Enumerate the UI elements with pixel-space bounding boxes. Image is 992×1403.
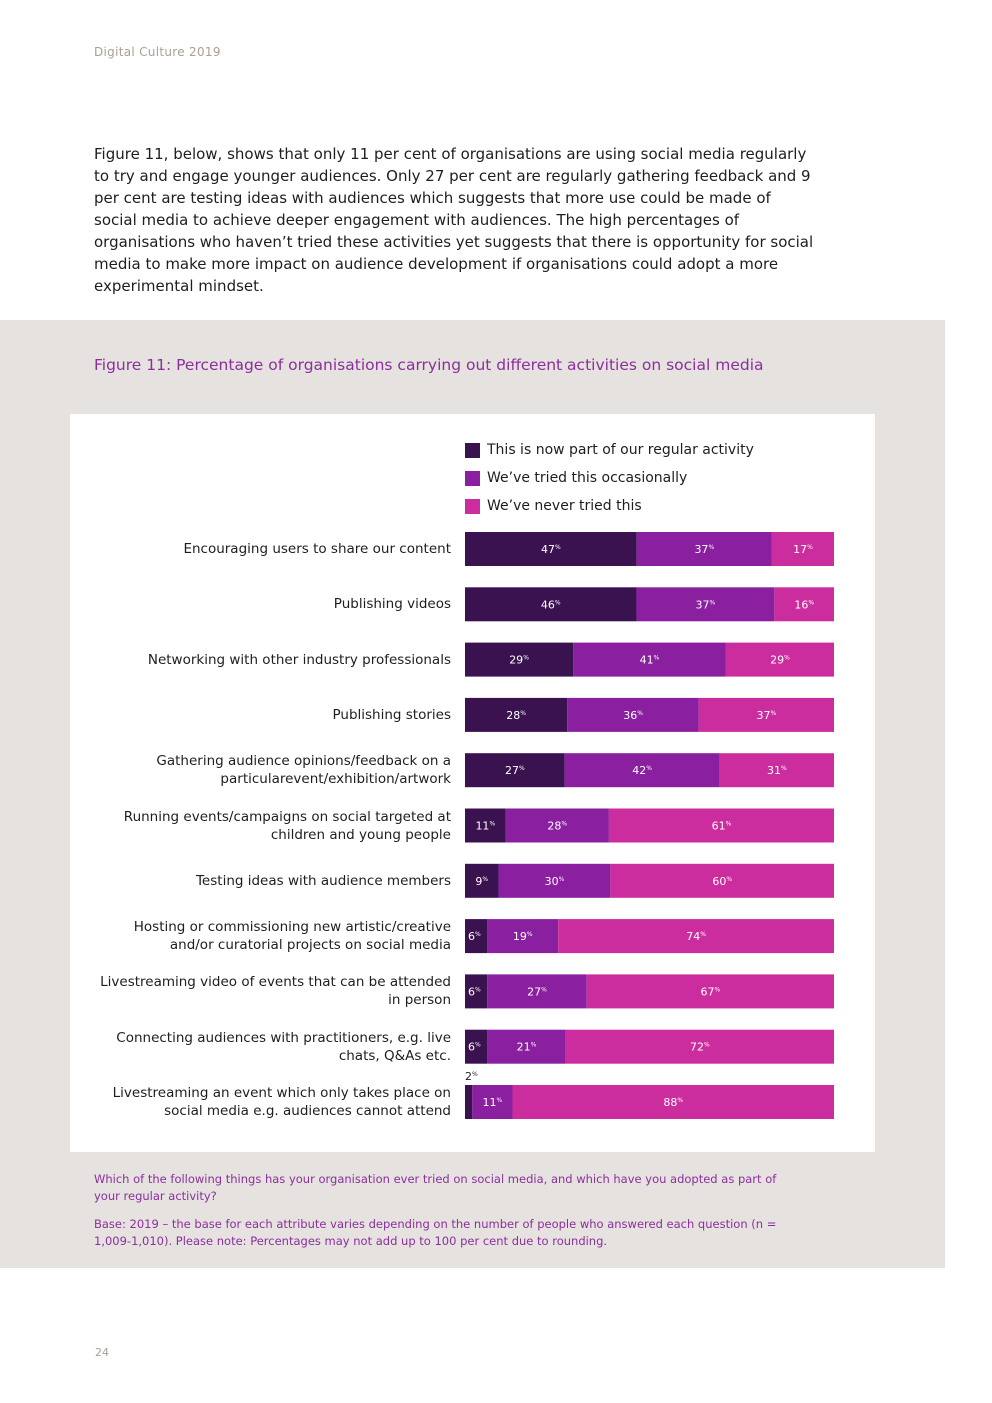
legend-label: We’ve never tried this <box>487 498 642 514</box>
data-label: 28% <box>506 709 526 722</box>
data-label: 6% <box>468 1041 481 1054</box>
bar-segment <box>465 1029 488 1064</box>
bar-segment <box>487 974 587 1009</box>
bar-segment <box>771 532 834 566</box>
category-label: Running events/campaigns on social targe… <box>123 808 451 843</box>
category-label: Gathering audience opinions/feedback on … <box>156 753 451 788</box>
bar-segment <box>465 532 637 566</box>
data-label: 46% <box>541 598 561 611</box>
legend-item: This is now part of our regular activity <box>465 436 754 464</box>
base-note: Base: 2019 – the base for each attribute… <box>94 1217 777 1248</box>
survey-question-note: Which of the following things has your o… <box>94 1172 777 1203</box>
data-label: 17% <box>793 543 813 556</box>
data-label: 29% <box>509 654 529 667</box>
bar-segment <box>725 642 834 677</box>
chart-card: This is now part of our regular activity… <box>70 414 875 1152</box>
bar-segment <box>465 808 506 843</box>
data-label: 67% <box>701 985 721 998</box>
data-label: 31% <box>767 764 787 777</box>
bar-segment <box>465 863 499 898</box>
data-label: 27% <box>505 764 525 777</box>
data-label: 6% <box>468 985 481 998</box>
data-label: 27% <box>527 985 547 998</box>
bar-segment <box>573 642 726 677</box>
data-label: 41% <box>640 654 660 667</box>
legend-swatch <box>465 470 480 486</box>
data-label: 19% <box>513 930 533 943</box>
bar-segment <box>465 753 565 788</box>
data-label: 72% <box>690 1041 710 1054</box>
category-label: Encouraging users to share our content <box>183 541 451 557</box>
chart-legend: This is now part of our regular activity… <box>465 436 754 520</box>
bar-segment <box>610 863 834 898</box>
stacked-bar-chart: 47% 37% 17% 46% 37% 16% 29% 41% 29% 28% 36% 37% 27% 4… <box>465 532 834 1119</box>
data-label: 36% <box>623 709 643 722</box>
bar-segment <box>608 808 834 843</box>
category-label: Publishing videos <box>333 596 451 613</box>
legend-label: We’ve tried this occasionally <box>487 470 688 486</box>
intro-paragraph: Figure 11, below, shows that only 11 per… <box>94 145 814 295</box>
bar-segment <box>636 532 772 566</box>
page-number: 24 <box>95 1346 109 1359</box>
data-label: 42% <box>632 764 652 777</box>
figure-title: Figure 11: Percentage of organisations c… <box>94 356 764 374</box>
data-label: 47% <box>541 543 561 556</box>
data-label: 37% <box>757 709 777 722</box>
legend-label: This is now part of our regular activity <box>487 442 754 458</box>
data-label: 28% <box>547 820 567 833</box>
data-label: 30% <box>545 875 565 888</box>
category-label: Networking with other industry professio… <box>147 651 451 668</box>
bar-segment <box>774 587 834 622</box>
data-label: 74% <box>686 930 706 943</box>
bar-segment <box>465 587 637 622</box>
category-label: Livestreaming an event which only takes … <box>112 1085 451 1119</box>
data-label: 37% <box>696 598 716 611</box>
bar-segment <box>465 974 488 1009</box>
bar-segment <box>465 1085 473 1119</box>
bar-segment <box>719 753 834 788</box>
bar-segment <box>465 919 488 954</box>
bar-segment <box>586 974 834 1009</box>
bar-segment <box>472 1085 513 1119</box>
bar-segment <box>565 1029 834 1064</box>
legend-item: We’ve never tried this <box>465 492 754 520</box>
bar-segment <box>505 808 609 843</box>
bar-segment <box>465 697 568 732</box>
data-label: 9% <box>475 875 488 888</box>
category-label: Connecting audiences with practitioners,… <box>116 1029 451 1064</box>
legend-swatch <box>465 442 480 458</box>
data-label: 11% <box>475 820 495 833</box>
running-head: Digital Culture 2019 <box>94 45 221 59</box>
category-label: Publishing stories <box>332 706 451 723</box>
bar-segment <box>498 863 611 898</box>
data-label: 6% <box>468 930 481 943</box>
category-label: Testing ideas with audience members <box>195 872 451 889</box>
data-label: 2% <box>465 1070 478 1083</box>
bar-segment <box>512 1085 834 1119</box>
bar-segment <box>564 753 720 788</box>
bar-segment <box>487 1029 566 1064</box>
data-label: 37% <box>694 543 714 556</box>
bar-segment <box>698 697 834 732</box>
data-label: 88% <box>663 1096 683 1109</box>
bar-segment <box>567 697 699 732</box>
bar-segment <box>636 587 775 622</box>
bar-segment <box>558 919 834 954</box>
data-label: 60% <box>712 875 732 888</box>
legend-swatch <box>465 498 480 514</box>
category-label: Livestreaming video of events that can b… <box>100 974 451 1009</box>
data-label: 11% <box>483 1096 503 1109</box>
data-label: 21% <box>517 1041 537 1054</box>
data-label: 61% <box>712 820 732 833</box>
bar-segment <box>465 642 574 677</box>
category-label: Hosting or commissioning new artistic/cr… <box>133 919 451 954</box>
bar-segment <box>487 919 559 954</box>
data-label: 16% <box>794 598 814 611</box>
legend-item: We’ve tried this occasionally <box>465 464 754 492</box>
data-label: 29% <box>770 654 790 667</box>
